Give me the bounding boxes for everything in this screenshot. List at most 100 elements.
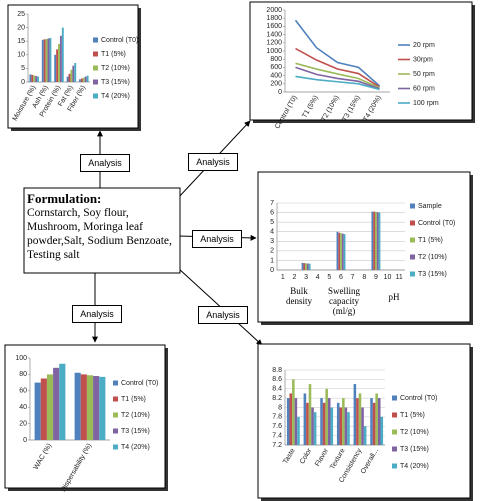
bar [59,363,66,440]
y-tick-label: 7.8 [272,414,282,421]
annotation: Swelling capacity (ml/g) [327,286,360,316]
bar [380,416,384,445]
bar [308,384,312,445]
edge-label: Analysis [192,230,242,248]
legend-label: T3 (15%) [418,271,447,278]
bar [303,393,307,445]
x-tick-label: 2 [293,274,297,281]
x-tick-label: 1 [281,274,285,281]
bar [86,375,94,440]
y-tick-label: 10 [17,52,25,59]
y-tick-label: 2 [270,248,274,255]
bar [54,54,57,82]
y-tick-label: 0 [270,267,274,274]
x-tick-label: 3 [304,274,308,281]
line [295,47,380,88]
legend-swatch [392,395,397,401]
bar [375,211,377,270]
bar [286,398,290,445]
x-tick-label: 8 [362,274,366,281]
bar [322,402,326,445]
bar [72,65,75,82]
bar [74,372,81,440]
bar [361,407,364,445]
bar [93,376,100,440]
legend-label: Control (T0) [418,220,455,227]
legend-label: 60 rpm [413,85,435,92]
bar [66,76,69,82]
legend-swatch [392,429,397,435]
legend-label: Control (T0) [121,380,158,387]
bar [343,234,346,270]
y-tick-label: 20 [19,420,27,427]
y-tick-label: 7 [270,200,274,207]
y-tick-label: 0 [278,89,282,96]
bar [82,77,85,82]
legend-swatch [113,396,118,402]
y-tick-label: 400 [270,72,282,79]
chart-frame [257,171,471,323]
legend-swatch [410,203,415,209]
y-tick-label: 1800 [266,15,282,22]
line [294,19,381,87]
annotation: Bulk density [286,286,312,306]
legend-label: Sample [418,203,442,210]
y-tick-label: 7.2 [272,442,282,449]
y-tick-label: 8.4 [272,386,282,393]
y-tick-label: 3 [270,238,274,245]
legend-swatch [113,428,118,434]
edge-label: Analysis [188,153,238,171]
legend-label: T3 (15%) [121,428,150,435]
bar [353,384,357,445]
y-tick-label: 20 [17,24,25,31]
x-tick-label: 5 [327,274,331,281]
edge-label: Analysis [198,306,248,324]
y-tick-label: 1600 [266,23,282,30]
y-tick-label: 7.4 [272,432,282,439]
bar [377,398,381,445]
bar [56,49,59,82]
y-tick-label: 1400 [266,31,282,38]
legend-label: Control (T0) [400,395,437,402]
legend-swatch [93,79,98,85]
y-tick-label: 5 [270,219,274,226]
bar [378,212,381,270]
legend-label: T2 (10%) [121,412,150,419]
bar [370,398,373,445]
bar [46,374,54,440]
bar [356,398,359,445]
bar [84,76,87,82]
legend-swatch [410,271,415,277]
y-tick-label: 4 [270,229,274,236]
legend-label: T1 (5%) [101,51,126,58]
y-tick-label: 1000 [266,48,282,55]
legend-label: T3 (15%) [400,446,429,453]
legend-swatch [410,237,415,243]
legend-swatch [113,412,118,418]
legend-label: 50 rpm [413,71,435,78]
bar [292,379,295,445]
legend-label: 20 rpm [413,42,435,49]
bar [41,39,44,82]
bar [80,78,83,82]
bar [338,232,341,270]
bar [99,376,106,440]
bar [371,211,374,270]
legend-swatch [392,412,397,418]
y-tick-label: 1200 [266,40,282,47]
formulation-title: Formulation: [27,191,102,206]
bar [79,79,81,82]
bar [86,75,89,82]
formulation-text: Cornstarch, Soy flour, Mushroom, Moringa… [27,207,172,261]
legend-swatch [113,444,118,450]
y-tick-label: 1 [270,257,274,264]
y-tick-label: 8 [278,404,282,411]
bar [35,76,38,82]
bar [74,62,77,82]
bar [297,416,300,445]
bar [294,398,298,445]
legend-swatch [410,220,415,226]
legend-label: T3 (15%) [101,79,130,86]
